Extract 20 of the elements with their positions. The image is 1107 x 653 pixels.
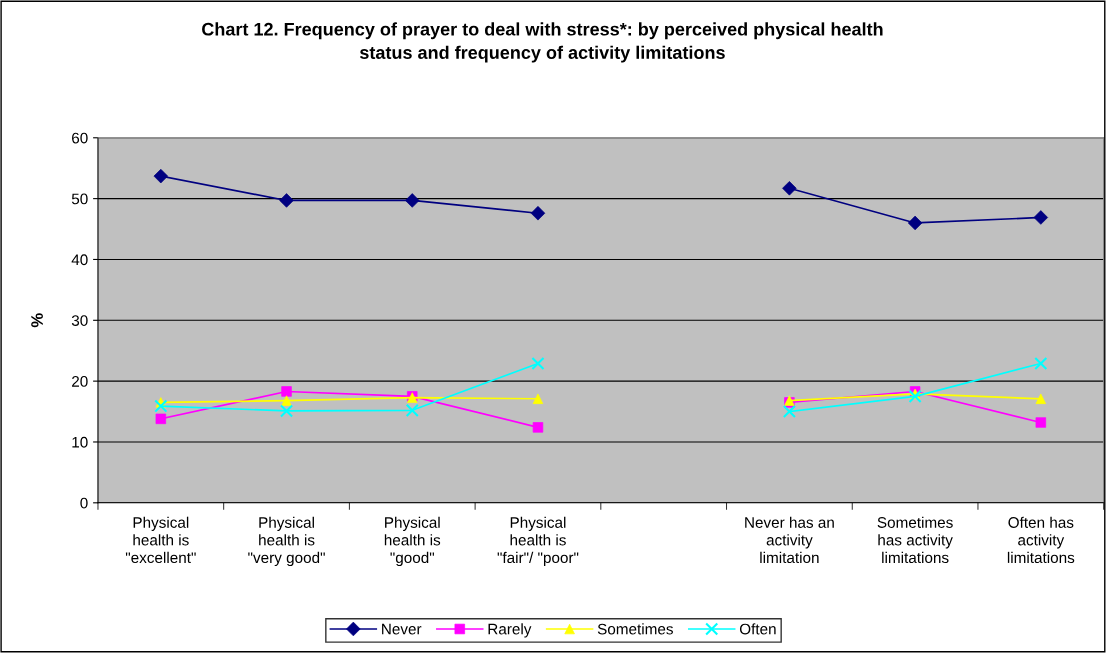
y-tick-label: 50 (71, 193, 88, 205)
y-tick-label: 10 (72, 436, 88, 448)
y-tick-label: 20 (72, 376, 88, 387)
x-tick-label: Never has an activity limitation (745, 516, 834, 564)
x-tick-label: Sometimes has activity limitations (877, 516, 953, 564)
x-tick-label: Physical health is "fair"/ "poor" (497, 516, 579, 567)
y-tick-label: 60 (72, 132, 88, 144)
x-tick-label: Physical health is "excellent" (125, 516, 196, 564)
y-tick-label: 40 (71, 254, 88, 266)
y-axis-title: % (31, 313, 43, 328)
legend-label: Rarely (488, 623, 532, 638)
legend-label: Never (382, 623, 422, 635)
y-tick-label: 30 (71, 315, 88, 326)
chart-title: Chart 12. Frequency of prayer to deal with stress*: by perceived physical health status and frequency of activity limitations (202, 22, 883, 63)
legend-label: Often (739, 623, 776, 635)
x-tick-label: Often has activity limitations (1007, 516, 1075, 564)
legend-label: Sometimes (597, 623, 673, 635)
x-tick-label: Physical health is "very good" (248, 516, 325, 567)
x-tick-label: Physical health is "good" (384, 516, 441, 567)
y-tick-label: 0 (80, 497, 88, 509)
